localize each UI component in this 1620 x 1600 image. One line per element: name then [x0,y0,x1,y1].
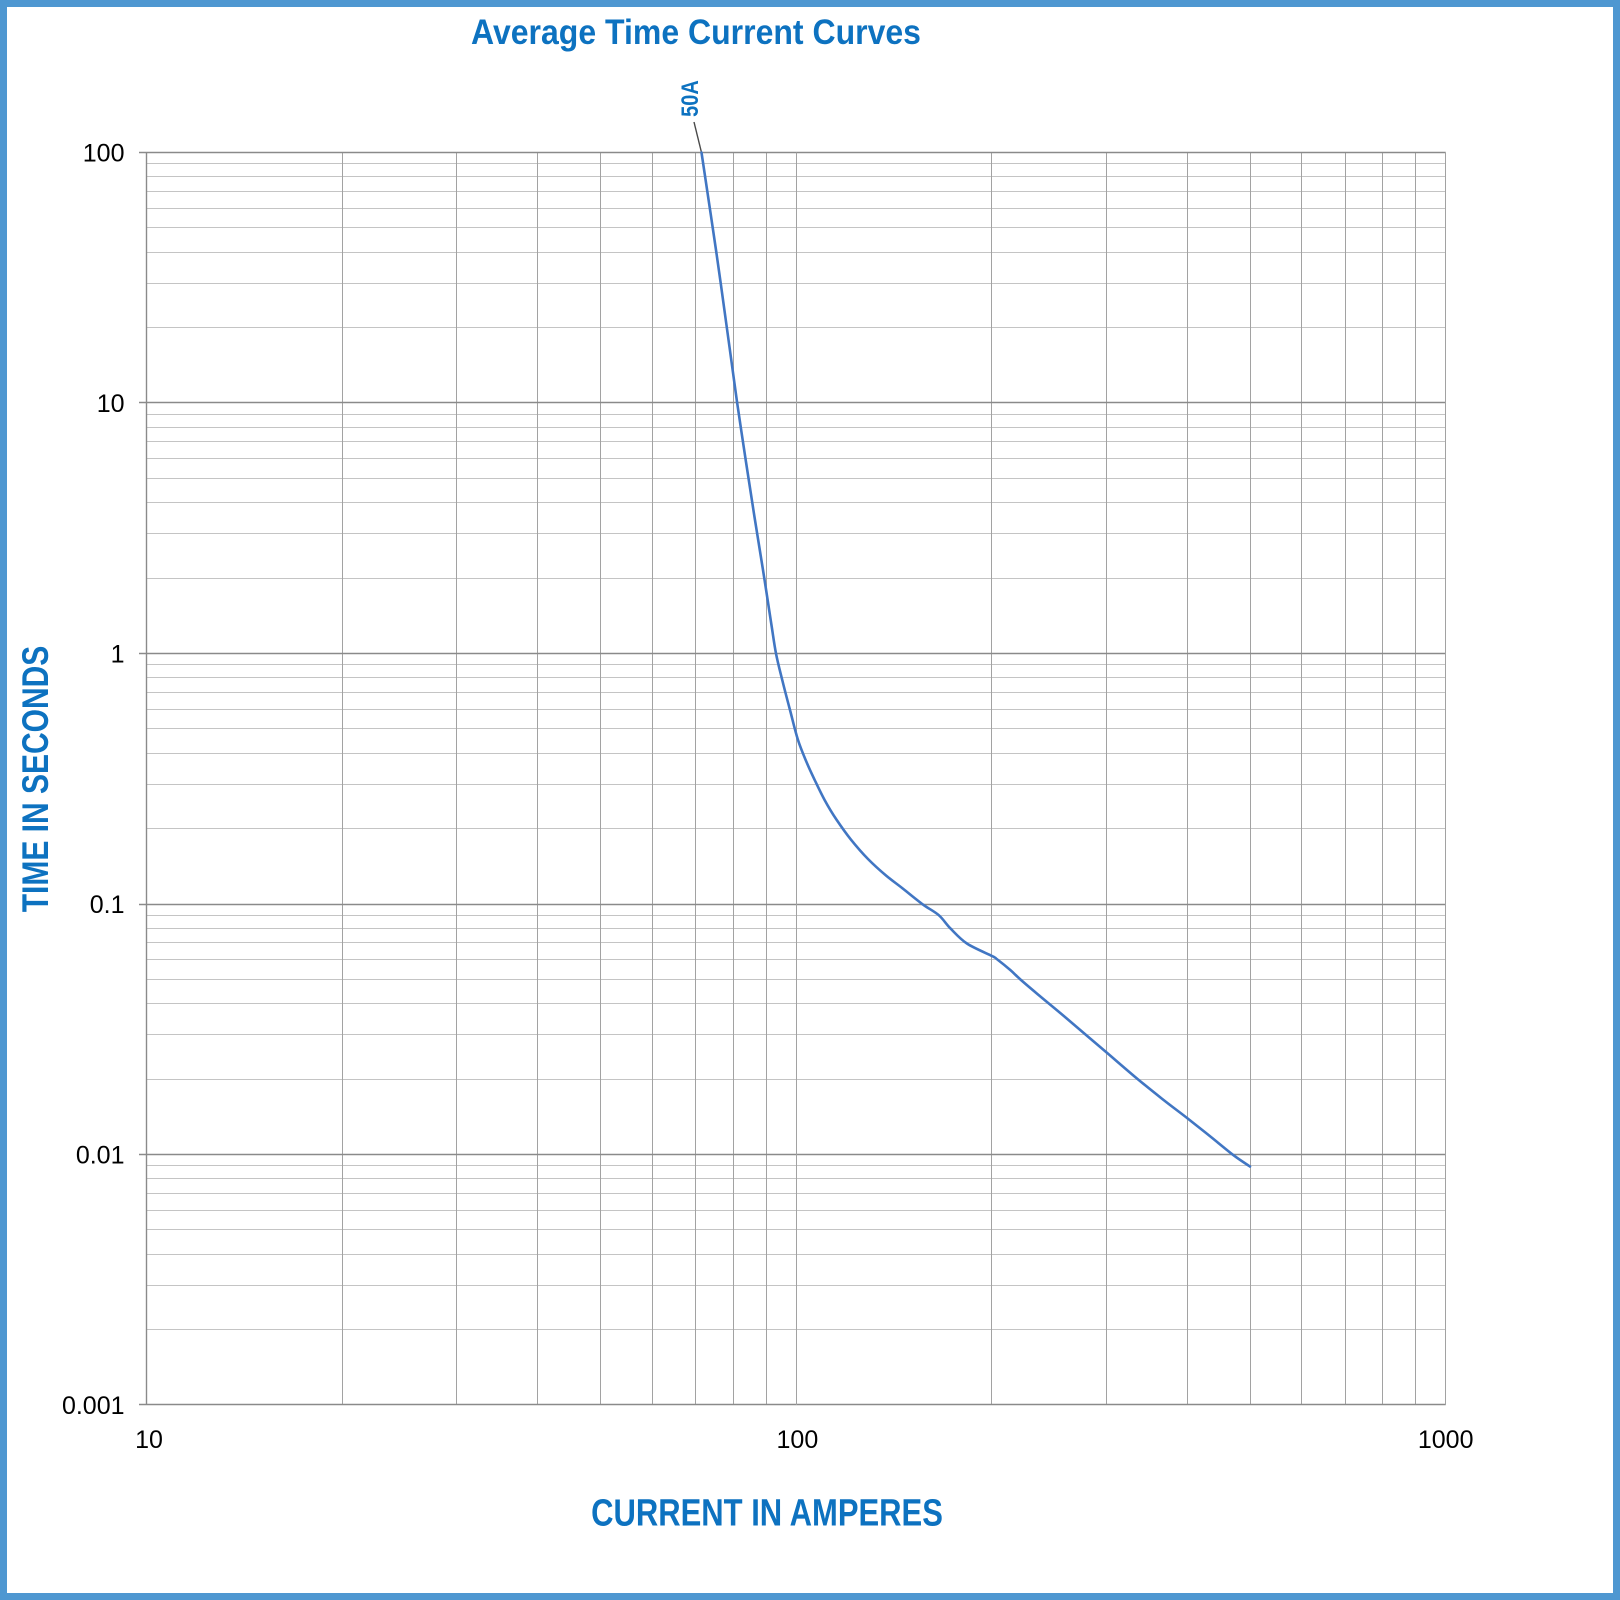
svg-text:100: 100 [777,1426,819,1454]
svg-text:0.1: 0.1 [90,891,125,919]
svg-text:10: 10 [135,1426,163,1454]
svg-text:1000: 1000 [1418,1426,1474,1454]
svg-text:0.01: 0.01 [76,1142,125,1170]
svg-text:50A: 50A [676,80,703,117]
svg-text:CURRENT IN AMPERES: CURRENT IN AMPERES [591,1493,943,1535]
svg-text:Average Time Current Curves: Average Time Current Curves [471,13,921,53]
svg-text:100: 100 [83,140,125,168]
svg-text:1: 1 [111,641,125,669]
svg-text:TIME IN SECONDS: TIME IN SECONDS [16,646,56,913]
svg-text:10: 10 [97,390,125,418]
svg-text:0.001: 0.001 [62,1392,125,1420]
